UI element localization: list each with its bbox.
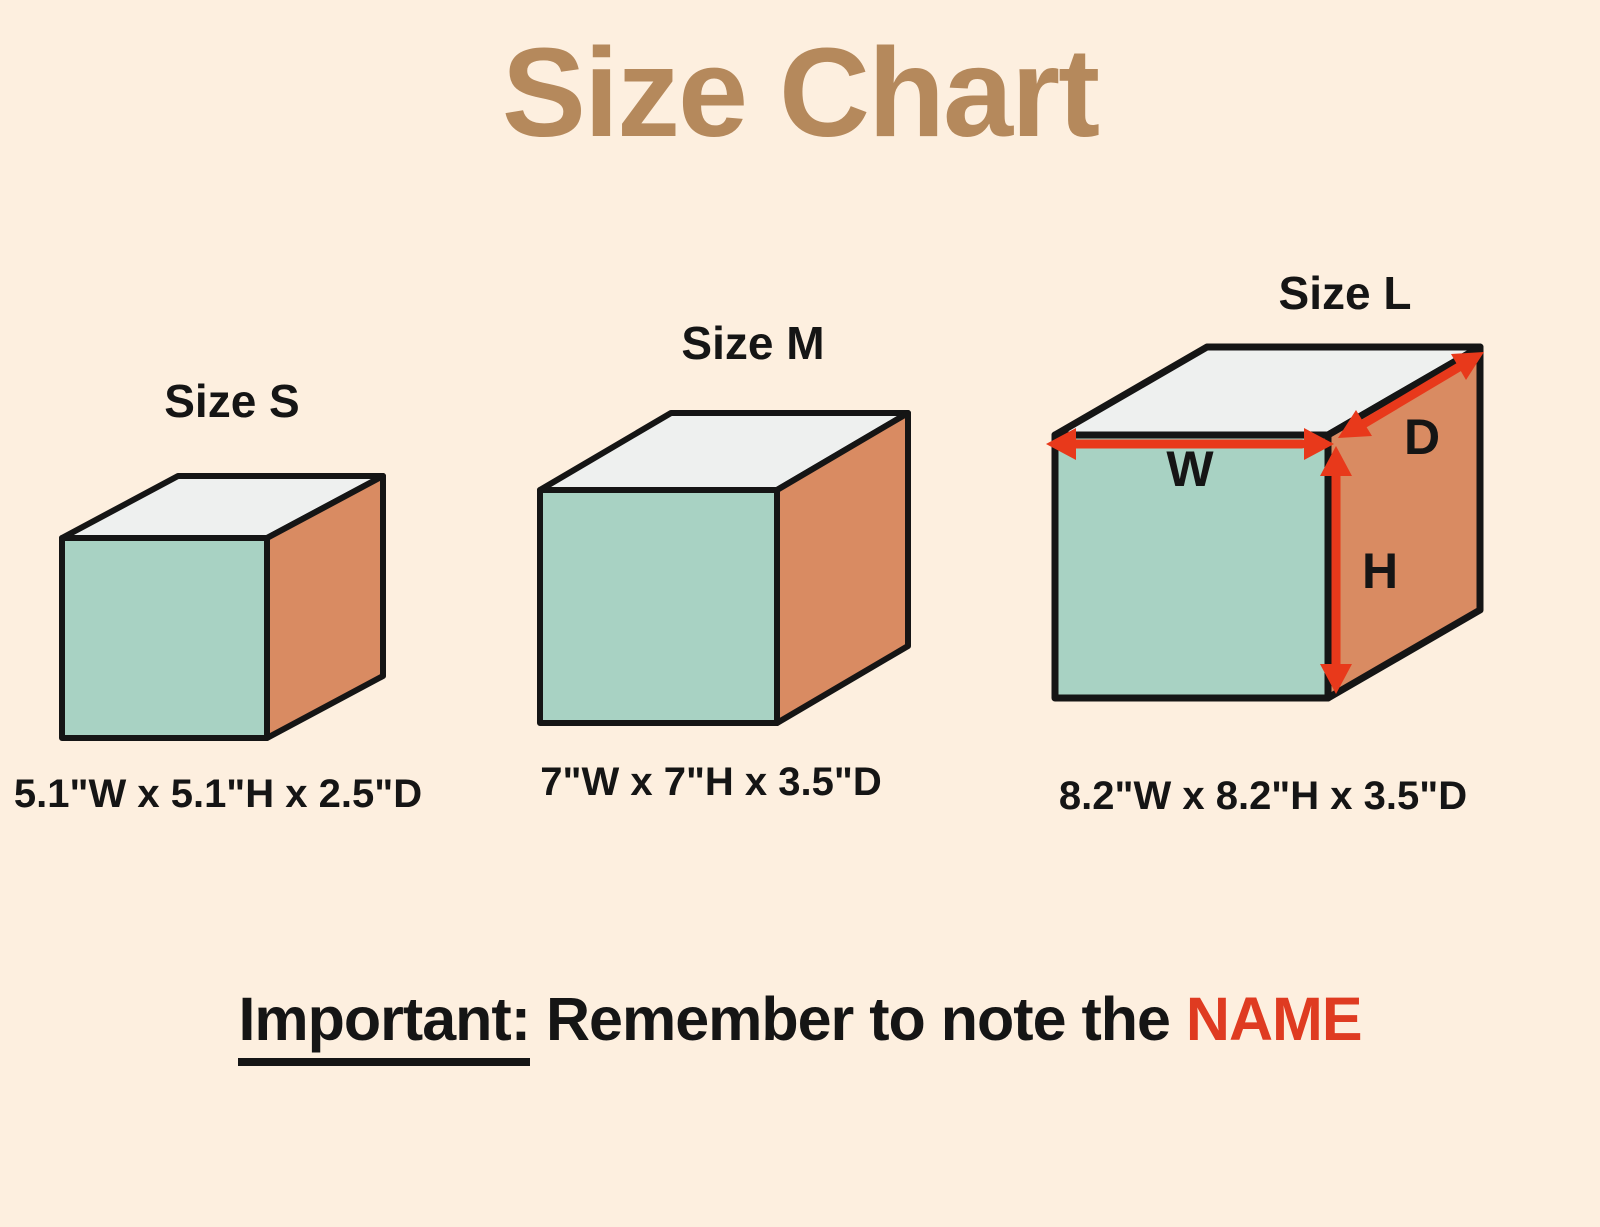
size-l-dimensions: 8.2"W x 8.2"H x 3.5"D — [1058, 774, 1468, 818]
height-arrow — [1320, 446, 1352, 694]
footer-message: Remember to note the — [530, 985, 1186, 1053]
box-front-face — [59, 535, 270, 741]
height-arrow-head-top — [1320, 446, 1352, 476]
width-dimension-letter: W — [1166, 441, 1214, 497]
depth-arrow — [1338, 352, 1484, 438]
width-arrow — [1046, 428, 1334, 460]
size-s-label: Size S — [164, 375, 300, 427]
box-front-face — [1051, 431, 1332, 702]
footer-name-highlight: NAME — [1185, 985, 1363, 1053]
size-m-label: Size M — [681, 317, 825, 369]
depth-dimension-letter: D — [1404, 409, 1440, 465]
size-m-dimensions: 7"W x 7"H x 3.5"D — [540, 760, 882, 804]
page-title: Size Chart — [501, 22, 1100, 163]
height-arrow-head-bottom — [1320, 664, 1352, 694]
depth-arrow-line — [1355, 359, 1469, 431]
depth-arrow-head-lower — [1338, 410, 1372, 438]
footer-important-label: Important: — [238, 985, 531, 1066]
width-arrow-head-left — [1046, 428, 1076, 460]
size-l-box-illustration: W D H — [1046, 343, 1484, 702]
height-dimension-letter: H — [1362, 543, 1398, 599]
width-arrow-head-right — [1304, 428, 1334, 460]
size-s-dimensions: 5.1"W x 5.1"H x 2.5"D — [13, 772, 423, 816]
depth-arrow-head-upper — [1451, 352, 1484, 380]
size-m-box-illustration — [537, 410, 911, 726]
size-l-label: Size L — [1278, 267, 1412, 319]
footer-note: Important: Remember to note the NAME — [0, 984, 1600, 1066]
box-front-face — [537, 487, 780, 726]
size-s-box-illustration — [59, 473, 386, 741]
